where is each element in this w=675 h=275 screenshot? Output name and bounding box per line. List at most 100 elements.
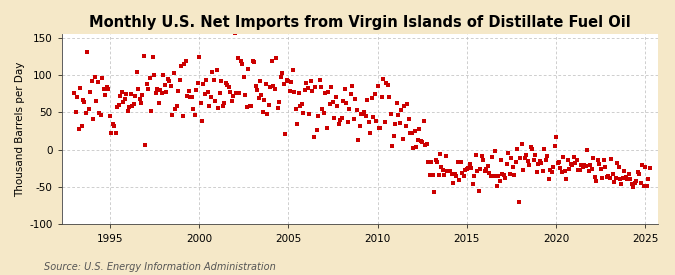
Point <box>601 175 612 179</box>
Point <box>168 70 179 75</box>
Point <box>313 114 323 118</box>
Point <box>183 89 194 94</box>
Point <box>615 177 626 182</box>
Point <box>234 91 244 95</box>
Point <box>441 154 452 158</box>
Point <box>179 62 190 66</box>
Point <box>121 92 132 96</box>
Point <box>630 181 641 185</box>
Point <box>583 169 594 174</box>
Point <box>347 83 358 88</box>
Point <box>637 163 648 167</box>
Point <box>526 147 537 151</box>
Point <box>115 94 126 99</box>
Point <box>484 171 495 175</box>
Point <box>456 160 466 164</box>
Y-axis label: Thousand Barrels per Day: Thousand Barrels per Day <box>15 62 25 197</box>
Point <box>241 105 252 109</box>
Point <box>155 88 166 92</box>
Point <box>280 132 291 137</box>
Point <box>525 144 536 149</box>
Point <box>516 142 527 146</box>
Point <box>495 158 506 162</box>
Point <box>446 172 457 177</box>
Point <box>275 75 286 79</box>
Point <box>555 166 566 170</box>
Point <box>117 100 128 104</box>
Point <box>641 184 652 188</box>
Point <box>293 90 304 95</box>
Point <box>487 155 497 160</box>
Point <box>289 90 300 94</box>
Point <box>97 76 108 80</box>
Point <box>478 158 489 163</box>
Text: Source: U.S. Energy Information Administration: Source: U.S. Energy Information Administ… <box>44 262 275 272</box>
Point <box>165 84 176 89</box>
Point <box>494 179 505 183</box>
Point <box>375 126 386 130</box>
Point <box>539 147 549 152</box>
Point <box>290 106 301 111</box>
Point <box>259 98 270 103</box>
Point <box>221 81 232 86</box>
Point <box>304 112 315 116</box>
Point <box>457 171 468 175</box>
Point <box>158 73 169 78</box>
Point <box>209 78 219 83</box>
Point <box>358 110 369 114</box>
Point <box>562 158 573 163</box>
Point <box>542 153 553 158</box>
Point <box>533 162 543 166</box>
Point <box>314 78 325 82</box>
Point <box>415 138 426 143</box>
Point <box>545 168 556 172</box>
Point <box>136 101 146 105</box>
Point <box>612 160 622 165</box>
Point <box>566 162 576 166</box>
Point <box>521 153 532 157</box>
Point <box>356 112 367 116</box>
Point <box>144 76 155 80</box>
Point <box>377 95 387 99</box>
Point <box>512 147 522 152</box>
Point <box>113 103 124 107</box>
Point <box>409 129 420 133</box>
Point <box>152 87 163 91</box>
Point <box>420 143 431 147</box>
Point <box>373 126 384 131</box>
Point <box>560 169 570 174</box>
Point <box>387 144 398 148</box>
Point <box>464 162 475 166</box>
Point <box>75 86 86 90</box>
Point <box>381 81 392 86</box>
Point <box>598 158 609 162</box>
Point <box>366 96 377 100</box>
Point <box>288 67 298 72</box>
Point <box>390 122 401 126</box>
Point <box>335 118 346 122</box>
Point <box>86 79 97 83</box>
Point <box>110 131 121 135</box>
Point <box>360 113 371 118</box>
Point <box>316 85 327 89</box>
Point <box>504 172 515 177</box>
Point <box>185 95 196 99</box>
Point <box>151 90 161 95</box>
Point <box>243 67 254 71</box>
Point <box>164 79 175 83</box>
Point <box>137 93 148 97</box>
Point <box>273 105 284 110</box>
Point <box>412 138 423 142</box>
Point <box>230 30 240 35</box>
Point <box>540 158 551 162</box>
Point <box>180 59 191 64</box>
Point <box>125 92 136 96</box>
Point <box>392 101 402 105</box>
Point <box>416 140 427 144</box>
Point <box>624 172 634 176</box>
Point <box>564 167 575 172</box>
Point <box>573 167 584 172</box>
Point <box>472 169 483 174</box>
Point <box>458 174 469 178</box>
Point <box>238 75 249 79</box>
